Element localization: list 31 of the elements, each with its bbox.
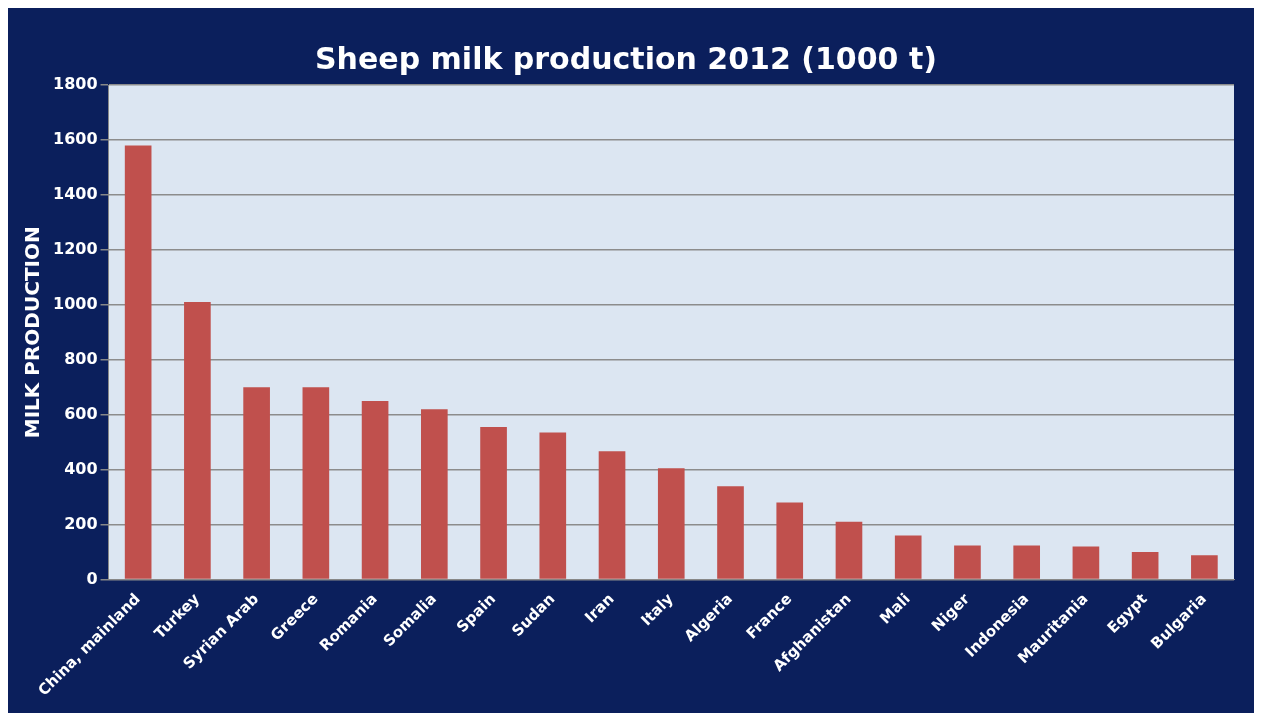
y-tick-label: 0 — [86, 568, 98, 588]
bar — [1191, 555, 1218, 579]
bar — [1131, 552, 1159, 579]
y-tick-label: 1800 — [53, 74, 98, 94]
bar — [539, 432, 567, 579]
y-tick-label: 600 — [64, 403, 98, 423]
bar — [954, 545, 981, 579]
y-axis-title: MILK PRODUCTION — [20, 226, 45, 439]
chart-title: Sheep milk production 2012 (1000 t) — [315, 40, 937, 76]
bar — [480, 427, 507, 579]
bar — [835, 521, 863, 579]
bar — [598, 451, 626, 579]
y-tick-label: 400 — [64, 458, 98, 478]
y-tick-label: 1000 — [53, 293, 98, 313]
bar — [657, 468, 685, 579]
y-tick-label: 1200 — [53, 239, 98, 258]
bar — [717, 486, 744, 579]
y-tick-label: 200 — [64, 513, 98, 533]
bar — [421, 409, 448, 579]
bar — [894, 535, 922, 579]
y-tick-label: 800 — [64, 348, 98, 368]
bar — [776, 502, 804, 579]
bar — [361, 400, 389, 579]
bar — [243, 387, 270, 579]
bar — [124, 145, 152, 579]
y-tick-label: 1600 — [53, 129, 98, 149]
bar — [1013, 545, 1041, 579]
y-tick-label: 1400 — [53, 184, 98, 204]
bar — [184, 302, 211, 579]
bar — [1072, 546, 1100, 579]
bar — [302, 387, 330, 579]
